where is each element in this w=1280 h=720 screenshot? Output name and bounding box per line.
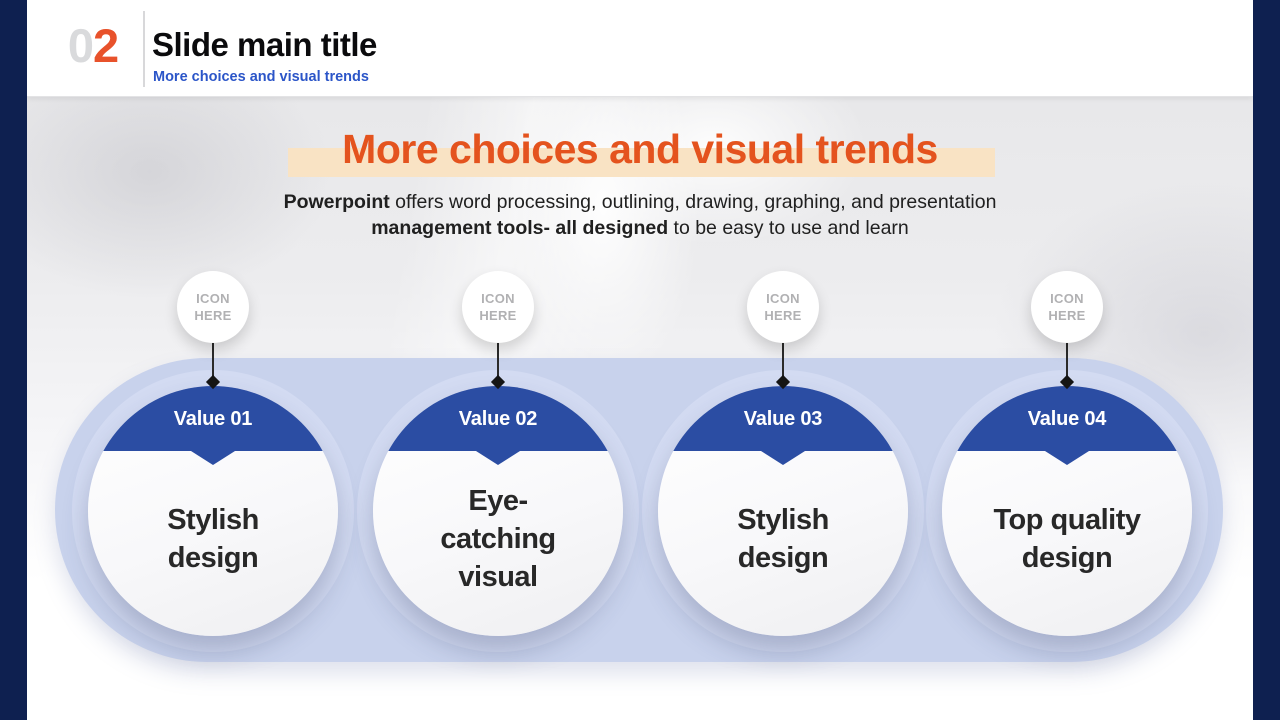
body-bold-1: Powerpoint — [283, 191, 390, 213]
slide-number-gray-digit: 0 — [67, 19, 94, 72]
icon-placeholder-text: ICON HERE — [764, 291, 802, 323]
icon-placeholder-text: ICON HERE — [1048, 291, 1086, 323]
value-banner-notch — [476, 451, 520, 465]
icon-placeholder-circle: ICON HERE — [462, 271, 534, 343]
body-paragraph: Powerpoint offers word processing, outli… — [0, 189, 1280, 241]
value-banner-notch — [1045, 451, 1089, 465]
value-circle: Value 04 Top quality design — [942, 386, 1192, 636]
icon-placeholder-circle: ICON HERE — [1031, 271, 1103, 343]
value-description: Stylish design — [737, 504, 829, 574]
value-label: Value 04 — [1027, 408, 1107, 430]
section-title: More choices and visual trends — [342, 126, 938, 172]
value-banner-notch — [761, 451, 805, 465]
connector-line — [1066, 342, 1068, 382]
value-banner — [373, 386, 623, 451]
body-bold-2: management tools- all designed — [371, 217, 669, 239]
value-description: Top quality design — [993, 504, 1141, 574]
value-circle: Value 01 Stylish design — [88, 386, 338, 636]
slide-main-title: Slide main title — [152, 26, 377, 63]
icon-placeholder-text: ICON HERE — [194, 291, 232, 323]
icon-placeholder-text: ICON HERE — [479, 291, 517, 323]
value-banner — [88, 386, 338, 451]
slide-header: 02 Slide main title More choices and vis… — [27, 0, 1253, 97]
connector-line — [497, 342, 499, 382]
value-label: Value 02 — [458, 408, 538, 430]
icon-placeholder-circle: ICON HERE — [177, 271, 249, 343]
right-navy-rail — [1253, 0, 1280, 720]
slide-number: 02 — [53, 18, 133, 73]
value-banner — [658, 386, 908, 451]
icon-placeholder-circle: ICON HERE — [747, 271, 819, 343]
connector-line — [782, 342, 784, 382]
slide-subtitle: More choices and visual trends — [153, 69, 369, 85]
value-label: Value 01 — [173, 408, 253, 430]
body-text-2: to be easy to use and learn — [668, 217, 909, 239]
value-description: Stylish design — [167, 504, 259, 574]
value-banner — [942, 386, 1192, 451]
left-navy-rail — [0, 0, 27, 720]
connector-line — [212, 342, 214, 382]
value-label: Value 03 — [743, 408, 823, 430]
value-description: Eye- catching visual — [440, 485, 556, 593]
title-highlight-band — [288, 148, 995, 177]
value-circle: Value 02 Eye- catching visual — [373, 386, 623, 636]
body-line-1: Powerpoint offers word processing, outli… — [0, 189, 1280, 215]
header-divider — [143, 11, 145, 87]
slide-number-orange-digit: 2 — [93, 19, 119, 72]
value-circle: Value 03 Stylish design — [658, 386, 908, 636]
value-banner-notch — [191, 451, 235, 465]
body-line-2: management tools- all designed to be eas… — [0, 215, 1280, 241]
body-text-1: offers word processing, outlining, drawi… — [389, 191, 997, 213]
